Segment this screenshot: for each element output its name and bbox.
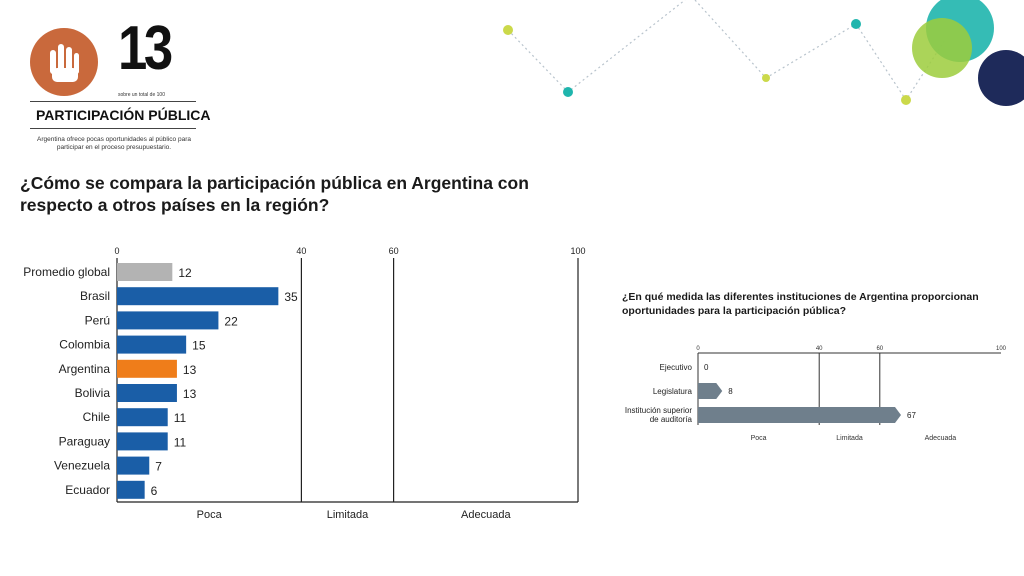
bar [117, 359, 177, 378]
band-label: Poca [751, 435, 767, 442]
category-label: Ejecutivo [660, 363, 693, 372]
data-label: 8 [728, 387, 733, 396]
data-label: 0 [704, 363, 709, 372]
score-number: 13 [118, 14, 173, 83]
category-label: Paraguay [59, 434, 110, 448]
tick-label: 0 [114, 246, 119, 256]
section-label: PARTICIPACIÓN PÚBLICA [36, 107, 211, 123]
chart-1-title: ¿Cómo se compara la participación públic… [20, 173, 529, 215]
tick-label: 40 [296, 246, 306, 256]
bar [117, 456, 150, 475]
category-label: Bolivia [75, 386, 111, 400]
section-description: Argentina ofrece pocas oportunidades al … [37, 136, 191, 151]
category-label: Perú [85, 313, 110, 327]
category-label: Legislatura [653, 387, 693, 396]
bar [698, 407, 902, 423]
category-label: Argentina [59, 362, 111, 376]
data-label: 13 [183, 363, 197, 377]
bar [117, 432, 168, 451]
logo-hands-icon [30, 28, 98, 96]
tick-label: 100 [570, 246, 585, 256]
category-label: Brasil [80, 289, 110, 303]
data-label: 6 [151, 484, 158, 498]
band-label: Adecuada [925, 435, 957, 442]
tick-label: 60 [389, 246, 399, 256]
divider [30, 101, 196, 102]
bar [117, 480, 145, 499]
data-label: 11 [174, 435, 187, 449]
bar [117, 311, 219, 330]
band-label: Limitada [327, 509, 369, 521]
tick-label: 100 [996, 346, 1007, 352]
tick-label: 0 [696, 346, 700, 352]
raised-hands-icon [50, 44, 79, 82]
data-label: 15 [192, 339, 206, 353]
band-label: Adecuada [461, 509, 511, 521]
data-label: 35 [284, 290, 298, 304]
data-label: 67 [907, 411, 916, 420]
chart-2-title: ¿En qué medida las diferentes institucio… [622, 291, 979, 317]
tick-label: 60 [876, 346, 883, 352]
category-label: Chile [83, 410, 111, 424]
data-label: 11 [174, 411, 187, 425]
bar [698, 383, 723, 399]
bar [117, 335, 187, 354]
bar [117, 408, 168, 427]
bar [117, 263, 173, 281]
data-label: 12 [178, 266, 192, 280]
bar [117, 287, 279, 306]
category-label: Ecuador [65, 483, 110, 497]
data-label: 7 [155, 460, 162, 474]
category-label: Promedio global [23, 265, 110, 279]
bar [117, 384, 177, 402]
category-label: Institución superior de auditoría [625, 406, 693, 424]
data-label: 13 [183, 387, 197, 401]
score-subtitle: sobre un total de 100 [118, 92, 165, 98]
tick-label: 40 [816, 346, 823, 352]
divider [30, 128, 196, 129]
category-label: Venezuela [54, 459, 110, 473]
category-label: Colombia [59, 338, 110, 352]
band-label: Limitada [836, 435, 863, 442]
decorative-network-graphic [503, 0, 1024, 106]
band-label: Poca [197, 509, 223, 521]
data-label: 22 [224, 314, 238, 328]
